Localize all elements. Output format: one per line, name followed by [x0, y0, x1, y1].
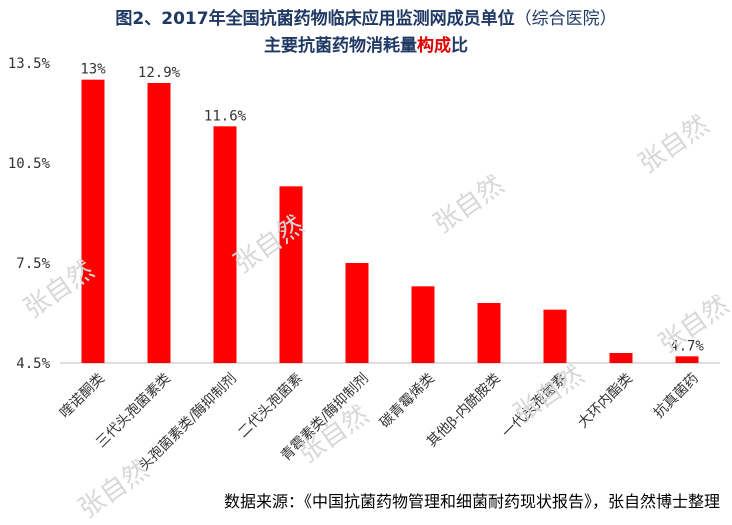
bar — [81, 79, 105, 364]
bar — [477, 303, 501, 363]
title-highlight: 构成 — [417, 36, 451, 56]
bar — [675, 356, 699, 363]
title-pre: 主要抗菌药物消耗量 — [264, 36, 417, 56]
x-tick-label: 碳青霉烯类 — [377, 371, 438, 432]
x-tick-label: 抗真菌药 — [651, 371, 702, 422]
x-tick-label: 大环内酯类 — [575, 371, 636, 432]
chart-title-line2: 主要抗菌药物消耗量构成比 — [0, 31, 732, 56]
bar — [609, 353, 633, 363]
bar — [411, 286, 435, 363]
bar — [279, 186, 303, 363]
title-post: 比 — [451, 36, 468, 56]
y-tick-label: 13.5% — [8, 56, 51, 72]
data-source: 数据来源：《中国抗菌药物管理和细菌耐药现状报告》，张自然博士整理 — [223, 492, 720, 511]
chart-title-line1: 图2、2017年全国抗菌药物临床应用监测网成员单位（综合医院） — [0, 4, 732, 29]
y-tick-label: 10.5% — [8, 156, 51, 172]
title-paren: （综合医院） — [514, 9, 617, 29]
bar — [213, 126, 237, 363]
data-label: 11.6% — [204, 108, 247, 124]
data-label: 4.7% — [670, 338, 704, 354]
x-tick-label: 二代头孢菌素 — [235, 371, 306, 442]
y-tick-label: 4.5% — [16, 356, 50, 372]
data-label: 12.9% — [138, 65, 181, 81]
data-label: 13% — [80, 62, 106, 78]
title-main: 图2、2017年全国抗菌药物临床应用监测网成员单位 — [115, 9, 515, 29]
bar — [543, 309, 567, 363]
bar — [147, 83, 171, 363]
bar — [345, 263, 369, 363]
x-tick-label: 喹诺酮类 — [57, 371, 108, 422]
x-tick-label: 一代头孢菌素 — [499, 371, 570, 442]
y-tick-label: 7.5% — [16, 256, 50, 272]
